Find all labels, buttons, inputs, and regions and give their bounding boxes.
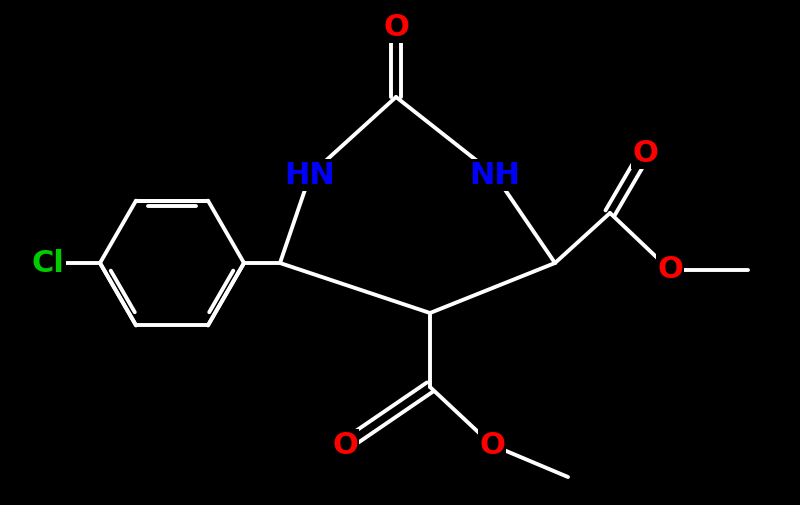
Text: O: O xyxy=(657,256,683,284)
Text: O: O xyxy=(332,430,358,460)
Text: O: O xyxy=(632,138,658,168)
Text: O: O xyxy=(479,430,505,460)
Text: HN: HN xyxy=(285,161,335,189)
Text: Cl: Cl xyxy=(31,248,65,278)
Text: O: O xyxy=(383,13,409,41)
Text: NH: NH xyxy=(470,161,520,189)
